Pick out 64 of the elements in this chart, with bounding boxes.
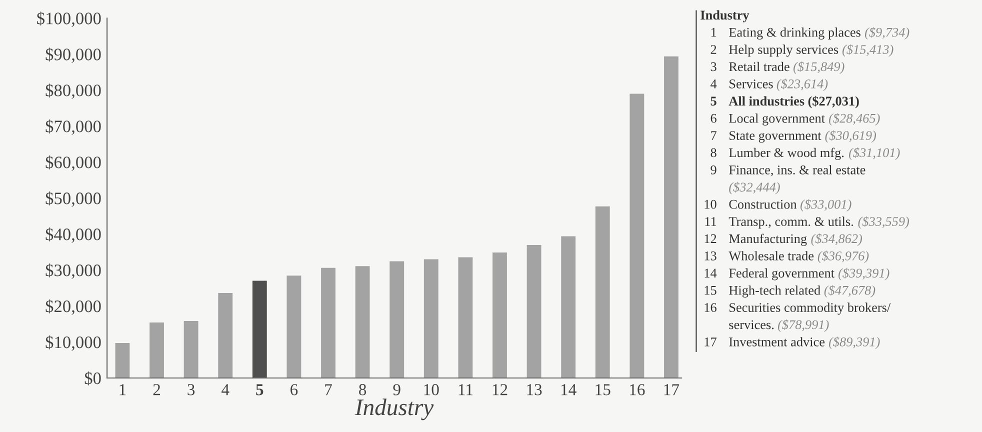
text: All industries ($27,031): [728, 96, 859, 108]
x-tick-label: 2: [153, 384, 160, 396]
category-label: 2: [710, 45, 716, 54]
y-tick-label: $50,000: [46, 192, 101, 207]
x-tick-label: 11: [458, 384, 472, 396]
y-tick-label: $80,000: [46, 84, 101, 99]
category-label: 13: [704, 252, 716, 260]
category-label: 6: [710, 114, 716, 123]
text: Retail trade ($15,849): [729, 61, 844, 74]
x-tick-label: 5: [256, 384, 264, 396]
category-label: 3: [710, 62, 716, 72]
x-tick-label: 6: [290, 384, 298, 396]
y-tick-label: $90,000: [46, 48, 101, 63]
text: Transp., comm. & utils. ($33,559): [728, 216, 910, 229]
text: Lumber & wood mfg. ($31,101): [729, 147, 900, 160]
x-axis-title: Industry: [354, 398, 434, 420]
category-label: 4: [710, 80, 717, 88]
y-tick-label: $20,000: [46, 299, 101, 315]
legend-title: Industry: [700, 10, 750, 22]
text: Wholesale trade ($36,976): [728, 250, 869, 264]
text: Eating & drinking places ($9,734): [729, 27, 910, 40]
text: Local government ($28,465): [729, 113, 880, 126]
x-tick-label: 7: [325, 384, 332, 396]
x-tick-label: 17: [664, 384, 680, 396]
x-tick-label: 14: [561, 384, 576, 396]
x-tick-label: 8: [359, 384, 366, 396]
x-tick-label: 15: [596, 384, 610, 396]
category-label: 12: [704, 234, 716, 244]
x-tick-label: 9: [393, 384, 400, 396]
category-label: 10: [704, 200, 716, 209]
text: Finance, ins. & real estate ($32,444): [729, 165, 866, 194]
x-tick-label: 10: [424, 384, 439, 396]
x-tick-label: 12: [492, 384, 508, 396]
text: Help supply services ($15,413): [729, 44, 894, 57]
category-label: 9: [710, 166, 716, 174]
text: Federal government ($39,391): [729, 268, 890, 280]
category-label: 14: [704, 268, 717, 278]
y-tick-label: $60,000: [46, 156, 101, 171]
category-label: 15: [704, 286, 716, 295]
x-tick-label: 4: [222, 384, 230, 396]
y-tick-label: $30,000: [46, 263, 101, 279]
x-tick-label: 16: [630, 384, 645, 396]
text: Services ($23,614): [730, 78, 828, 92]
category-label: 1: [711, 28, 716, 37]
y-tick-label: $0: [84, 371, 101, 386]
x-tick-label: 13: [527, 384, 542, 396]
y-tick-label: $40,000: [46, 228, 101, 243]
y-tick-label: $10,000: [46, 335, 101, 351]
y-tick-label: $100,000: [37, 12, 101, 27]
text: High-tech related ($47,678): [729, 285, 876, 298]
text: Manufacturing ($34,862): [729, 233, 862, 246]
x-tick-label: 1: [120, 384, 126, 396]
text: Construction ($33,001): [729, 199, 852, 212]
category-label: 16: [704, 303, 716, 312]
category-label: 17: [704, 338, 716, 346]
category-label: 11: [705, 217, 716, 226]
text: Securities commodity brokers/ services. ($78,991): [729, 302, 891, 332]
category-label: 8: [710, 148, 716, 158]
x-tick-label: 3: [188, 384, 195, 396]
category-label: 7: [711, 131, 716, 140]
text: Investment advice ($89,391): [729, 336, 880, 350]
text: State government ($30,619): [730, 130, 876, 143]
category-label: 5: [710, 96, 716, 106]
y-tick-label: $70,000: [46, 120, 101, 135]
